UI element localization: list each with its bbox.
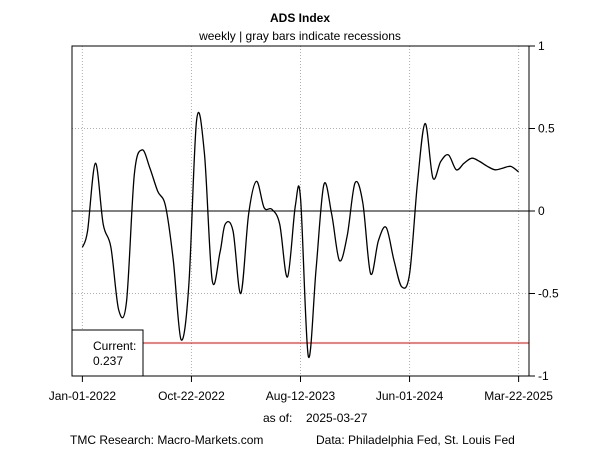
current-box: Current: 0.237	[71, 329, 144, 377]
y-tick-label: 0	[538, 204, 545, 218]
x-tick-label: Oct-22-2022	[158, 389, 225, 403]
chart-title: ADS Index	[270, 11, 330, 25]
ads-index-line	[81, 111, 519, 359]
x-tick-label: Jun-01-2024	[376, 389, 444, 403]
source-right: Data: Philadelphia Fed, St. Louis Fed	[316, 433, 515, 447]
y-tick-label: -1	[538, 369, 549, 383]
x-tick-label: Mar-22-2025	[484, 389, 553, 403]
x-tick-label: Aug-12-2023	[266, 389, 336, 403]
current-box-frame	[71, 329, 144, 377]
y-axis: 1 0.5 0 -0.5 -1	[529, 39, 559, 383]
x-axis: Jan-01-2022 Oct-22-2022 Aug-12-2023 Jun-01-…	[49, 376, 553, 403]
series-layer	[81, 111, 519, 359]
y-tick-label: 0.5	[538, 122, 555, 136]
as-of-date: 2025-03-27	[306, 411, 368, 425]
current-value: 0.237	[93, 354, 123, 368]
as-of-label: as of:	[263, 411, 292, 425]
chart-subtitle: weekly | gray bars indicate recessions	[198, 29, 401, 43]
source-left: TMC Research: Macro-Markets.com	[70, 433, 263, 447]
current-label: Current:	[93, 339, 136, 353]
reference-lines	[72, 210, 529, 344]
x-tick-label: Jan-01-2022	[49, 389, 117, 403]
y-tick-label: 1	[538, 39, 545, 53]
y-tick-label: -0.5	[538, 287, 559, 301]
